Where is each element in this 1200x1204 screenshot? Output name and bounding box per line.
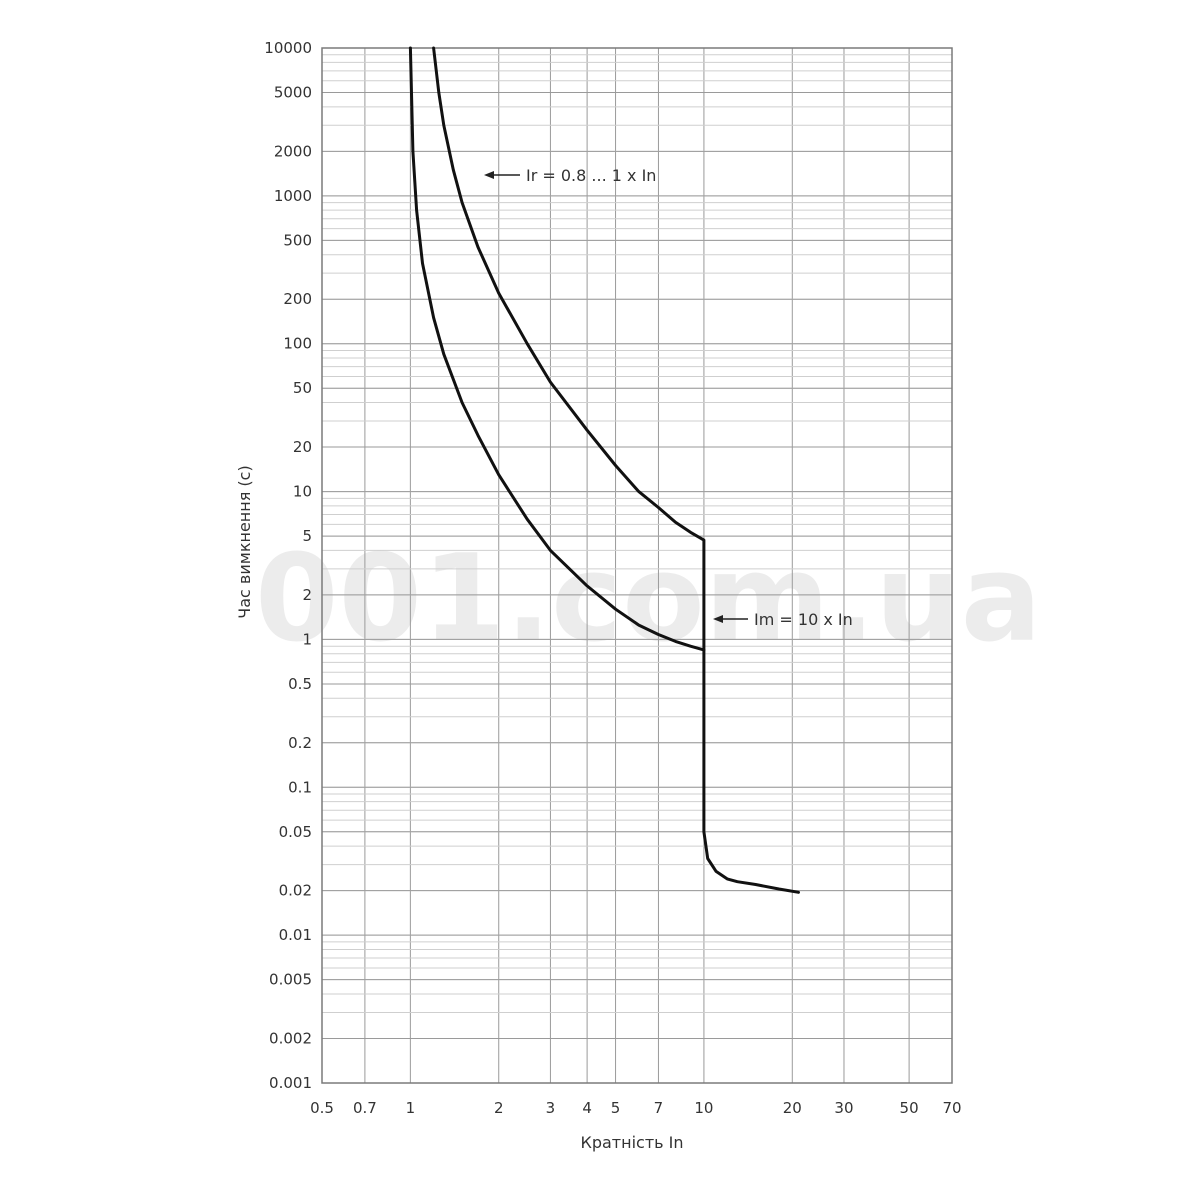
- x-tick-label: 30: [834, 1099, 853, 1117]
- x-tick-label: 1: [406, 1099, 416, 1117]
- series-2-line: [432, 46, 706, 652]
- y-tick-label: 500: [283, 231, 312, 249]
- y-tick-label: 0.01: [279, 926, 312, 944]
- x-tick-label: 70: [942, 1099, 961, 1117]
- curves: [408, 46, 800, 894]
- x-tick-label: 20: [783, 1099, 802, 1117]
- annotation-ir-arrowhead: [484, 171, 494, 179]
- plot-frame: [321, 47, 953, 1084]
- y-axis-title: Час вимкнення (с): [235, 465, 254, 618]
- y-tick-label: 0.001: [269, 1074, 312, 1092]
- x-tick-label: 10: [694, 1099, 713, 1117]
- x-tick-label: 0.5: [310, 1099, 334, 1117]
- x-tick-label: 7: [654, 1099, 664, 1117]
- annotation-im-arrowhead: [713, 615, 723, 623]
- y-tick-label: 20: [293, 438, 312, 456]
- y-tick-label: 100: [283, 335, 312, 353]
- y-tick-label: 2000: [274, 142, 312, 160]
- y-tick-label: 200: [283, 290, 312, 308]
- annotation-im: Im = 10 x In: [713, 610, 853, 629]
- annotation-ir: Ir = 0.8 ... 1 x In: [484, 166, 656, 185]
- y-tick-label: 0.05: [279, 823, 312, 841]
- y-tick-label: 1000: [274, 187, 312, 205]
- y-tick-label: 5: [302, 527, 312, 545]
- y-tick-label: 0.1: [288, 778, 312, 796]
- annotations: Ir = 0.8 ... 1 x In Im = 10 x In: [484, 166, 853, 629]
- y-tick-label: 2: [302, 586, 312, 604]
- series-1-line: [408, 46, 800, 894]
- y-tick-label: 0.002: [269, 1029, 312, 1047]
- grid: [321, 47, 953, 1084]
- x-tick-label: 2: [494, 1099, 504, 1117]
- y-tick-label: 0.005: [269, 971, 312, 989]
- annotation-ir-label: Ir = 0.8 ... 1 x In: [526, 166, 656, 185]
- y-tick-label: 50: [293, 379, 312, 397]
- x-axis-ticks: 0.5 0.7 1 2 3 4 5 7 10 20 30 50 70: [310, 1099, 961, 1117]
- x-tick-label: 4: [582, 1099, 592, 1117]
- y-tick-label: 5000: [274, 84, 312, 102]
- y-tick-label: 10000: [264, 39, 312, 57]
- y-tick-label: 0.5: [288, 675, 312, 693]
- x-tick-label: 0.7: [353, 1099, 377, 1117]
- y-tick-label: 10: [293, 483, 312, 501]
- x-tick-label: 3: [546, 1099, 556, 1117]
- y-axis-ticks: 0.001 0.002 0.005 0.01 0.02 0.05 0.1 0.2 0.5 1 2 5 1…: [264, 39, 312, 1092]
- x-tick-label: 50: [900, 1099, 919, 1117]
- x-axis-title: Кратність In: [580, 1133, 683, 1152]
- annotation-im-label: Im = 10 x In: [754, 610, 853, 629]
- x-tick-label: 5: [611, 1099, 621, 1117]
- y-tick-label: 0.02: [279, 882, 312, 900]
- y-tick-label: 0.2: [288, 734, 312, 752]
- y-tick-label: 1: [302, 630, 312, 648]
